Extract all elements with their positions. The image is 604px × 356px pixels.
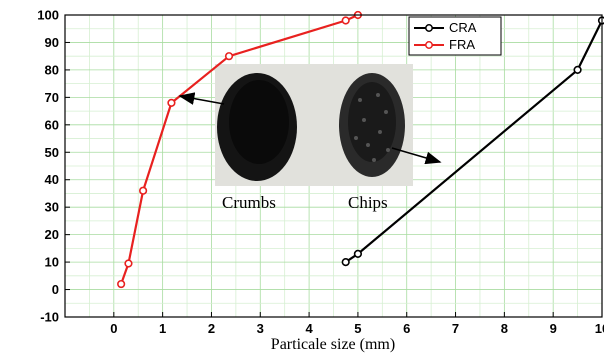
data-point-fra [117,279,126,289]
legend-cra-label: CRA [449,20,477,35]
x-tick-label: 7 [452,321,459,336]
x-tick-label: 10 [595,321,604,336]
x-tick-label: 4 [305,321,313,336]
x-tick-label: 1 [159,321,166,336]
legend-fra-marker [425,41,433,49]
y-tick-label: 40 [45,172,59,187]
x-tick-label: 0 [110,321,117,336]
y-tick-label: 100 [37,8,59,23]
y-tick-label: -10 [40,310,59,325]
x-tick-label: 8 [501,321,508,336]
x-tick-label: 9 [550,321,557,336]
y-tick-label: 50 [45,145,59,160]
chips-texture [354,93,390,162]
x-axis-title: Particale size (mm) [271,336,395,353]
data-point-fra [167,98,176,107]
y-tick-label: 60 [45,117,59,132]
series-line-cra [345,20,603,264]
legend-cra-marker [425,24,433,32]
plot-frame [64,14,603,318]
legend-box [408,16,502,56]
y-tick-label: 30 [45,200,59,215]
x-tick-label: 2 [208,321,215,336]
inset-photo: Crumbs Chips [215,64,413,212]
y-tick-label: 0 [52,282,59,297]
data-point-fra [139,186,148,195]
x-tick-label: 6 [403,321,410,336]
crumbs-label: Crumbs [222,193,276,212]
data-point-cra [597,16,604,25]
y-tick-label: 90 [45,35,59,50]
y-tick-label: 20 [45,227,59,242]
data-point-cra [353,249,363,258]
x-tick-label: 5 [354,321,361,336]
y-tick-label: 80 [45,62,59,77]
y-tick-label: 10 [45,255,59,270]
x-tick-label: 3 [257,321,264,336]
y-tick-label: 70 [45,90,59,105]
crumbs-arrow [178,92,225,105]
legend: CRA FRA [408,16,502,56]
data-point-cra [341,257,350,267]
data-point-cra [573,65,582,75]
legend-fra-label: FRA [449,37,475,52]
data-point-fra [341,16,350,25]
series [117,10,604,289]
chips-arrow [391,147,442,165]
data-point-fra [224,52,234,61]
ticks: 0 1 2 3 4 5 6 7 8 9 10 -10 0 10 20 30 40 50 60 70 80 90 100 [37,8,604,337]
crumbs-pile-core [229,80,289,164]
chips-label: Chips [348,193,388,212]
data-point-fra [124,259,133,268]
